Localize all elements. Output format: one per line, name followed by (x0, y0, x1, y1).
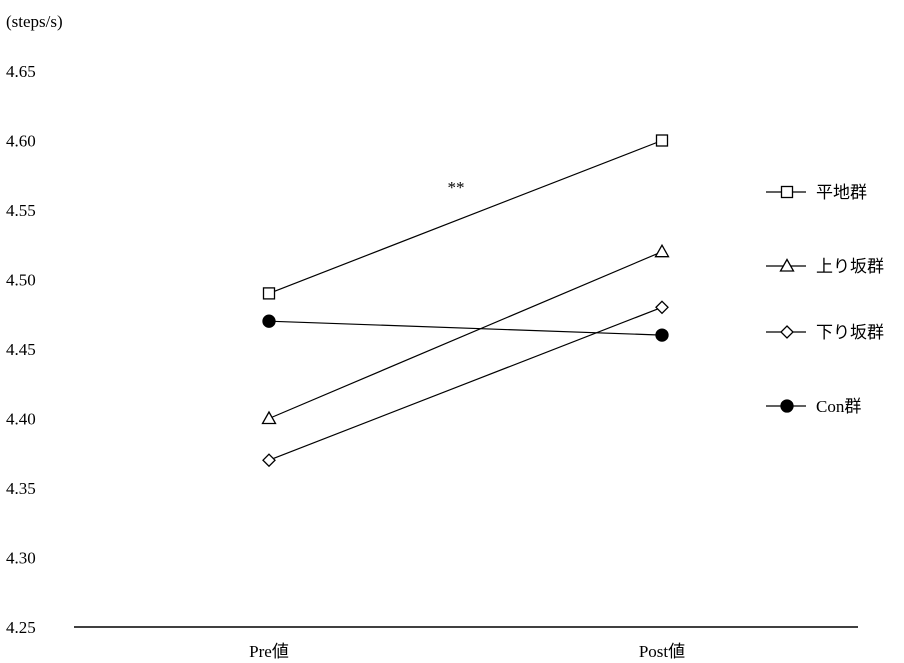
legend-label: 上り坂群 (816, 257, 884, 276)
data-point (655, 328, 669, 342)
data-point (262, 314, 276, 328)
data-point (654, 243, 670, 258)
data-point (262, 287, 276, 300)
series-markers (261, 134, 670, 468)
series-line (268, 306, 663, 461)
legend-marker (779, 258, 795, 272)
legend-label: 下り坂群 (816, 323, 884, 342)
legend-item: 平地群 (766, 183, 867, 202)
y-tick-label: 4.40 (6, 410, 36, 429)
data-point (655, 300, 669, 315)
x-tick-label: Post値 (639, 642, 685, 661)
data-point (262, 453, 276, 468)
legend-item: 下り坂群 (766, 323, 884, 342)
y-unit-label: (steps/s) (6, 12, 63, 31)
data-point (655, 134, 669, 147)
y-tick-label: 4.65 (6, 62, 36, 81)
y-tick-label: 4.25 (6, 618, 36, 637)
y-tick-label: 4.35 (6, 479, 36, 498)
y-tick-label: 4.50 (6, 271, 36, 290)
legend-item: 上り坂群 (766, 257, 884, 276)
series-lines (268, 139, 663, 461)
series-line (268, 320, 663, 336)
y-tick-label: 4.45 (6, 340, 36, 359)
legend-label: Con群 (816, 397, 861, 416)
legend-marker (780, 325, 794, 339)
series-line (268, 251, 663, 420)
data-point (261, 410, 277, 425)
x-tick-label: Pre値 (249, 642, 289, 661)
legend-marker (780, 399, 794, 413)
series-line (268, 139, 663, 294)
legend-item: Con群 (766, 397, 861, 416)
y-tick-label: 4.55 (6, 201, 36, 220)
y-tick-label: 4.60 (6, 132, 36, 151)
legend-marker (780, 185, 794, 199)
legend-label: 平地群 (816, 183, 867, 202)
x-axis-ticks: Pre値 Post値 (249, 642, 685, 661)
significance-annotation: ** (448, 178, 465, 197)
y-tick-label: 4.30 (6, 549, 36, 568)
y-axis-ticks: 4.65 4.60 4.55 4.50 4.45 4.40 4.35 4.30 4.25 (6, 62, 36, 637)
